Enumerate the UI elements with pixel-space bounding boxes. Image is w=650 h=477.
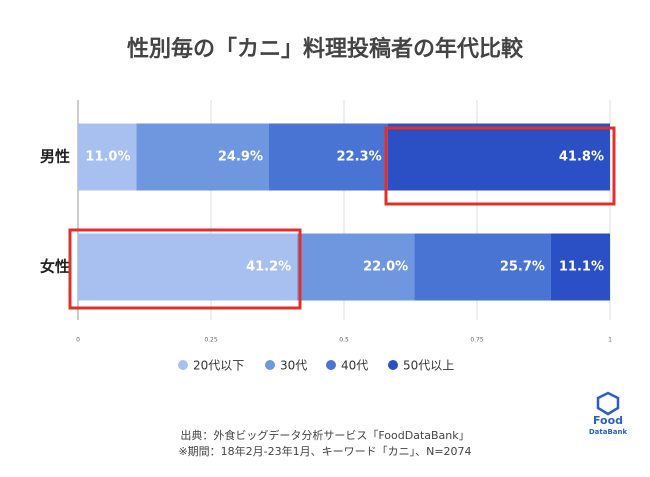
x-tick-label: 0.5	[339, 337, 349, 344]
legend-marker	[326, 360, 336, 370]
data-label: 22.3%	[337, 150, 382, 165]
logo-text: Food	[593, 414, 623, 427]
legend-label: 40代	[341, 359, 368, 373]
bar-segment	[136, 123, 269, 191]
bar-segment	[78, 123, 137, 191]
legend-marker	[265, 360, 275, 370]
logo-text: DataBank	[589, 428, 628, 436]
y-tick-label: 女性	[40, 258, 70, 276]
source-note: 出典：外食ビッグデータ分析サービス「FoodDataBank」	[180, 428, 469, 442]
highlight-box	[384, 126, 616, 206]
bar-segment	[297, 233, 415, 301]
data-label: 41.2%	[246, 260, 291, 275]
x-tick-label: 0	[76, 337, 80, 344]
legend-marker	[388, 360, 398, 370]
legend-label: 50代以上	[403, 359, 454, 373]
legend-label: 30代	[280, 359, 307, 373]
logo-icon	[596, 391, 620, 416]
bar-segment	[268, 123, 388, 191]
legend-marker	[178, 360, 188, 370]
data-label: 41.8%	[559, 150, 604, 165]
highlight-box	[68, 228, 302, 310]
data-label: 11.0%	[85, 150, 130, 165]
plot-area: 0 0.25 0.5 0.75 1 男性 11.0% 24.9% 22.3% 41.8% 女性 41.…	[40, 100, 612, 373]
legend-label: 20代以下	[193, 359, 244, 373]
bar-segment	[550, 233, 610, 301]
x-tick-label: 0.25	[204, 337, 218, 344]
y-tick-label: 男性	[40, 148, 70, 166]
x-tick-label: 1	[608, 337, 612, 344]
bar-segment	[414, 233, 551, 301]
x-tick-label: 0.75	[470, 337, 484, 344]
bar-segment	[387, 123, 610, 191]
data-label: 24.9%	[218, 150, 263, 165]
bar-segment	[78, 233, 298, 301]
data-label: 11.1%	[559, 260, 604, 275]
data-label: 22.0%	[363, 260, 408, 275]
logo: Food DataBank	[589, 391, 628, 436]
data-label: 25.7%	[500, 260, 545, 275]
chart-title: 性別毎の「カニ」料理投稿者の年代比較	[127, 36, 524, 62]
source-note: ※期間：18年2月-23年1月、キーワード「カニ」、N=2074	[178, 444, 471, 458]
